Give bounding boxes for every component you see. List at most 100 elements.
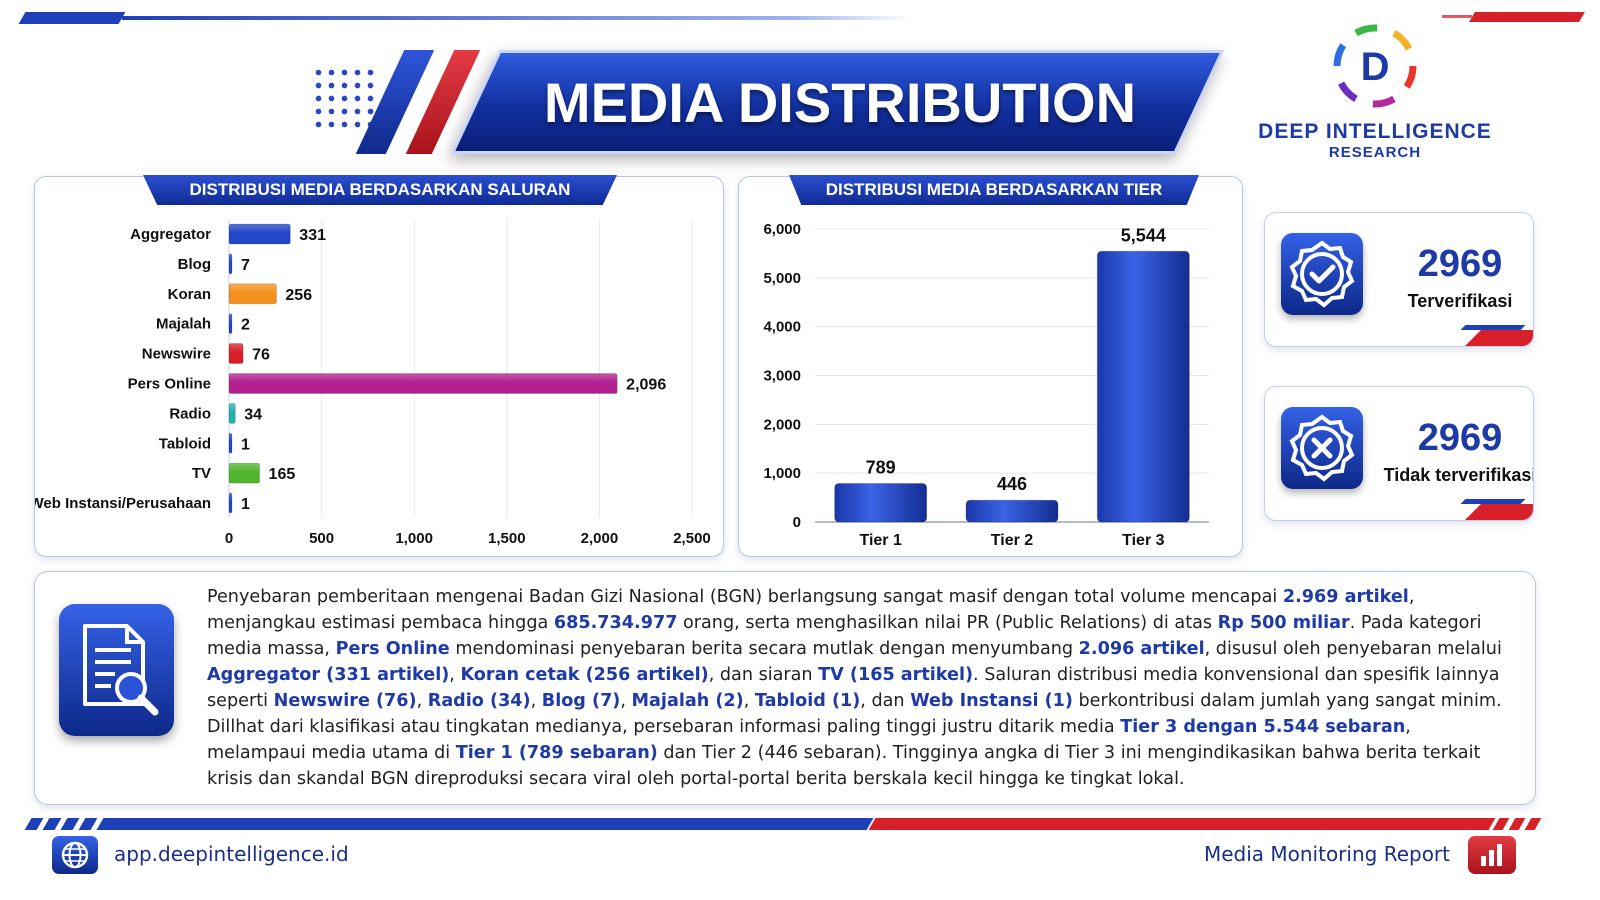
narrative-highlight: Koran cetak (256 artikel) xyxy=(460,665,709,685)
narrative-highlight: 2.969 artikel xyxy=(1282,587,1409,607)
narrative-highlight: Tier 3 dengan 5.544 sebaran xyxy=(1120,717,1406,737)
narrative-segment: , dan xyxy=(860,691,911,711)
narrative-highlight: Blog (7) xyxy=(541,691,621,711)
check-badge-icon xyxy=(1281,233,1363,315)
category-label: Newswire xyxy=(142,346,211,363)
data-label: 2,096 xyxy=(626,376,666,393)
narrative-text: Penyebaran pemberitaan mengenai Badan Gi… xyxy=(207,584,1512,792)
document-search-icon xyxy=(59,604,174,736)
x-tick-label: 2,500 xyxy=(673,530,711,547)
narrative-segment: , menjangkau estimasi pembaca hingga xyxy=(207,587,1415,633)
globe-icon xyxy=(52,836,98,874)
bar-tier-1 xyxy=(834,482,928,523)
narrative-panel: Penyebaran pemberitaan mengenai Badan Gi… xyxy=(34,571,1536,805)
narrative-segment: , dan siaran xyxy=(708,665,819,685)
logo-name: DEEP INTELLIGENCE xyxy=(1258,120,1492,143)
top-accent-blue xyxy=(18,12,126,24)
data-label: 34 xyxy=(244,406,262,423)
narrative-segment: , xyxy=(743,691,755,711)
channel-chart-panel: DISTRIBUSI MEDIA BERDASARKAN SALURAN 0 50… xyxy=(34,175,724,557)
tier-chart-title: DISTRIBUSI MEDIA BERDASARKAN TIER xyxy=(789,175,1199,205)
narrative-highlight: Newswire (76) xyxy=(273,691,417,711)
logo-letter: D xyxy=(1361,45,1390,89)
narrative-segment: dan Tier 2 (446 sebaran). Tingginya angk… xyxy=(207,743,1481,789)
kpi-verified-label: Terverifikasi xyxy=(1407,291,1513,311)
bar-blog xyxy=(228,253,233,275)
data-label: 256 xyxy=(285,287,312,304)
kpi-unverified-label: Tidak terverifikasi xyxy=(1383,465,1534,485)
channel-chart-title: DISTRIBUSI MEDIA BERDASARKAN SALURAN xyxy=(143,175,617,205)
y-tick-label: 5,000 xyxy=(763,270,801,287)
y-tick-label: 4,000 xyxy=(763,319,801,336)
x-badge-icon xyxy=(1281,407,1363,489)
page-title: MEDIA DISTRIBUTION xyxy=(543,70,1137,134)
data-label: 1 xyxy=(241,496,250,513)
tier-bar-chart: 0 1,000 2,000 3,000 4,000 5,000 6,000 789 Tier 1… xyxy=(763,221,1209,549)
bar-radio xyxy=(228,402,236,424)
footer-bar-red xyxy=(868,818,1496,830)
narrative-highlight: Majalah (2) xyxy=(631,691,744,711)
narrative-segment: , disusul oleh penyebaran melalui xyxy=(1204,639,1502,659)
narrative-segment: , xyxy=(530,691,542,711)
category-label: Koran xyxy=(168,286,211,303)
tier-chart-panel: DISTRIBUSI MEDIA BERDASARKAN TIER 0 1,000… xyxy=(738,175,1243,557)
kpi-corner-red xyxy=(1465,330,1533,346)
bar-majalah xyxy=(228,313,233,335)
y-tick-label: 0 xyxy=(793,514,801,531)
narrative-highlight: Web Instansi (1) xyxy=(910,691,1073,711)
data-label: 5,544 xyxy=(1121,225,1166,245)
kpi-corner-red xyxy=(1465,504,1533,520)
bar-tabloid xyxy=(228,432,233,454)
bar-koran xyxy=(228,283,277,305)
kpi-verified-value: 2969 xyxy=(1417,243,1503,285)
x-tick-label: 0 xyxy=(225,530,233,547)
y-tick-label: 3,000 xyxy=(763,368,801,385)
channel-bar-chart: 0 500 1,000 1,500 2,000 2,500 Aggregator 331 Blo… xyxy=(35,219,711,547)
narrative-segment: mendominasi penyebaran berita secara mut… xyxy=(449,639,1079,659)
narrative-highlight: Rp 500 miliar xyxy=(1217,613,1350,633)
bar-chart-icon xyxy=(1468,836,1516,874)
footer-bar-blue xyxy=(96,818,874,830)
bar-tv xyxy=(228,462,261,484)
bar-tier-2 xyxy=(965,499,1059,523)
data-label: 165 xyxy=(269,466,296,483)
bar-newswire xyxy=(228,343,244,365)
narrative-segment: . Pada kategori media massa, xyxy=(207,613,1482,659)
logo-mark-icon: D xyxy=(1329,20,1421,112)
bar-aggregator xyxy=(228,223,291,245)
bar-web-instansi-perusahaan xyxy=(228,492,233,514)
data-label: 331 xyxy=(299,227,326,244)
footer-report-label: Media Monitoring Report xyxy=(1203,842,1450,866)
category-label: Aggregator xyxy=(130,226,211,243)
x-tick-label: Tier 3 xyxy=(1122,532,1165,549)
data-label: 7 xyxy=(241,257,250,274)
narrative-segment: , xyxy=(416,691,428,711)
y-tick-label: 6,000 xyxy=(763,221,801,238)
narrative-segment: orang, serta menghasilkan nilai PR (Publ… xyxy=(677,613,1218,633)
footer-url-link[interactable]: app.deepintelligence.id xyxy=(114,842,349,866)
top-accent-line xyxy=(122,16,912,20)
y-tick-label: 1,000 xyxy=(763,465,801,482)
kpi-verified-card: 2969 Terverifikasi xyxy=(1264,212,1534,347)
narrative-segment: Penyebaran pemberitaan mengenai Badan Gi… xyxy=(207,587,1283,607)
data-label: 446 xyxy=(997,474,1027,494)
category-label: Majalah xyxy=(156,316,211,333)
category-label: Blog xyxy=(178,256,211,273)
category-label: TV xyxy=(192,465,211,482)
narrative-highlight: 685.734.977 xyxy=(553,613,678,633)
category-label: Tabloid xyxy=(159,435,211,452)
category-label: Web Instansi/Perusahaan xyxy=(35,495,211,512)
data-label: 2 xyxy=(241,317,250,334)
narrative-segment: , xyxy=(449,665,461,685)
footer-dashes-red xyxy=(1492,818,1548,830)
narrative-segment: berkontribusi dalam jumlah yang sangat m… xyxy=(207,691,1502,737)
x-tick-label: Tier 1 xyxy=(859,532,902,549)
category-label: Pers Online xyxy=(128,375,211,392)
data-label: 789 xyxy=(866,457,896,477)
y-tick-label: 2,000 xyxy=(763,416,801,433)
narrative-segment: . Saluran distribusi media konvensional … xyxy=(207,665,1500,711)
top-accent-red-thin xyxy=(1442,15,1472,18)
narrative-highlight: TV (165 artikel) xyxy=(818,665,974,685)
x-tick-label: Tier 2 xyxy=(991,532,1034,549)
kpi-unverified-value: 2969 xyxy=(1417,417,1503,459)
